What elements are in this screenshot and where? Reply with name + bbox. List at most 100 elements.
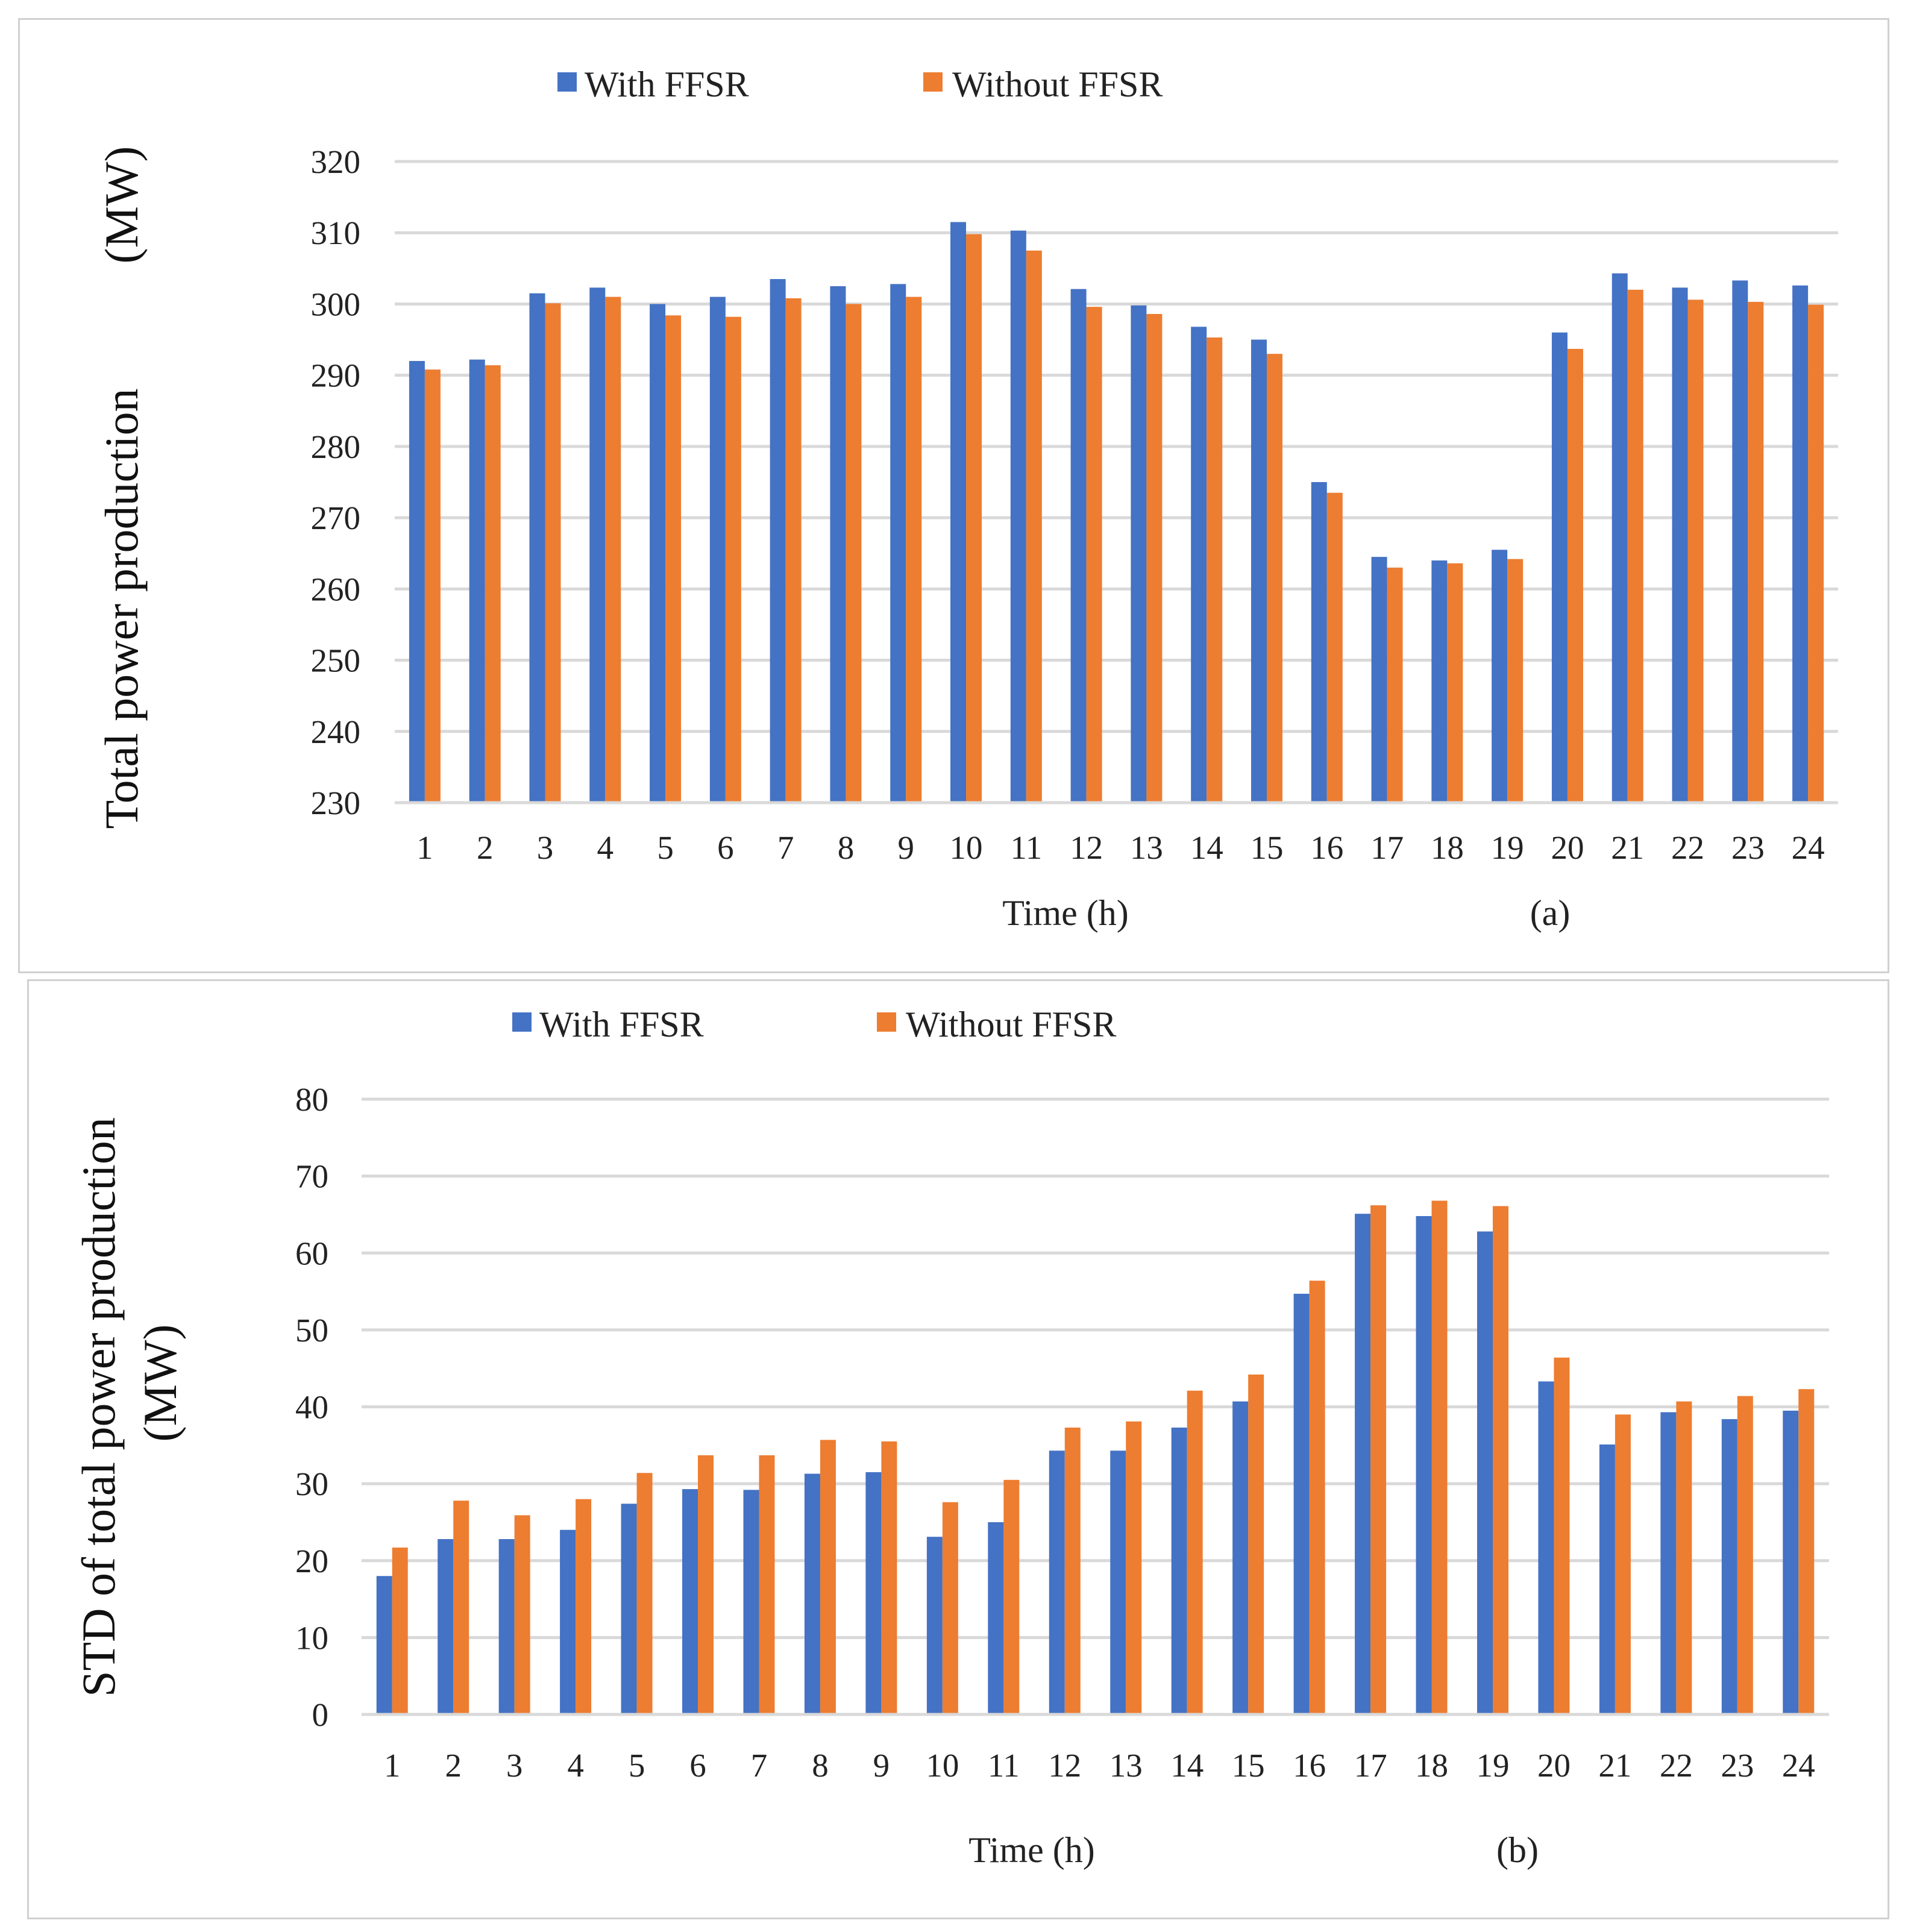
bar-without-ffsr xyxy=(1627,289,1643,803)
bar-with-ffsr xyxy=(1721,1419,1737,1714)
x-tick-label: 15 xyxy=(1232,1747,1265,1784)
y-tick-label: 310 xyxy=(311,215,361,251)
x-tick-label: 11 xyxy=(988,1747,1020,1784)
bar-with-ffsr xyxy=(1477,1231,1493,1714)
bar-with-ffsr xyxy=(376,1576,392,1714)
y-tick-label: 20 xyxy=(295,1543,328,1579)
y-axis-units: (MW) xyxy=(95,146,148,264)
y-tick-label: 50 xyxy=(295,1312,328,1349)
bar-with-ffsr xyxy=(498,1539,515,1714)
bar-without-ffsr xyxy=(1737,1396,1753,1714)
bar-without-ffsr xyxy=(514,1515,530,1714)
y-axis-title: STD of total power production xyxy=(72,1117,125,1697)
bar-without-ffsr xyxy=(1207,337,1223,803)
bar-without-ffsr xyxy=(906,296,922,803)
panel-b xyxy=(27,979,1889,1919)
bar-without-ffsr xyxy=(759,1455,775,1714)
bar-with-ffsr xyxy=(1551,332,1568,803)
x-tick-label: 12 xyxy=(1048,1747,1081,1784)
bar-without-ffsr xyxy=(1003,1479,1020,1714)
bar-without-ffsr xyxy=(1126,1421,1142,1714)
bar-with-ffsr xyxy=(1049,1451,1065,1714)
y-tick-label: 320 xyxy=(311,143,361,180)
bar-without-ffsr xyxy=(942,1502,958,1714)
bar-without-ffsr xyxy=(1447,563,1463,803)
bar-with-ffsr xyxy=(589,287,606,803)
bar-without-ffsr xyxy=(576,1499,592,1714)
x-tick-label: 22 xyxy=(1671,829,1704,866)
y-tick-label: 290 xyxy=(311,357,361,394)
bar-without-ffsr xyxy=(1687,300,1704,803)
panel-label: (b) xyxy=(1496,1830,1539,1870)
bar-with-ffsr xyxy=(1492,550,1508,803)
bar-with-ffsr xyxy=(560,1529,576,1714)
bar-without-ffsr xyxy=(485,365,501,803)
bar-without-ffsr xyxy=(785,298,802,803)
x-tick-label: 17 xyxy=(1354,1747,1387,1784)
x-tick-label: 2 xyxy=(445,1747,462,1784)
bar-with-ffsr xyxy=(1416,1215,1432,1714)
bar-without-ffsr xyxy=(1507,559,1524,803)
y-tick-label: 230 xyxy=(311,785,361,821)
x-tick-label: 1 xyxy=(384,1747,401,1784)
x-tick-label: 9 xyxy=(897,829,914,866)
bar-with-ffsr xyxy=(529,293,545,803)
bar-without-ffsr xyxy=(881,1441,897,1714)
legend-label: Without FFSR xyxy=(952,64,1163,104)
legend-label: With FFSR xyxy=(585,64,749,104)
bar-without-ffsr xyxy=(725,316,741,803)
y-axis-title: Total power production xyxy=(95,388,148,829)
x-tick-label: 13 xyxy=(1130,829,1163,866)
bar-with-ffsr xyxy=(438,1539,454,1714)
bar-without-ffsr xyxy=(392,1548,408,1714)
bar-with-ffsr xyxy=(1171,1427,1187,1714)
bar-without-ffsr xyxy=(1554,1357,1570,1714)
legend-swatch xyxy=(877,1012,896,1032)
bar-with-ffsr xyxy=(1792,285,1809,803)
bar-with-ffsr xyxy=(1355,1214,1371,1714)
x-tick-label: 13 xyxy=(1109,1747,1143,1784)
bar-without-ffsr xyxy=(665,315,682,803)
panel-label: (a) xyxy=(1530,893,1571,933)
x-tick-label: 22 xyxy=(1660,1747,1693,1784)
bar-with-ffsr xyxy=(1599,1444,1615,1714)
bar-without-ffsr xyxy=(1187,1390,1203,1714)
bar-without-ffsr xyxy=(698,1455,714,1714)
bar-without-ffsr xyxy=(1567,348,1583,803)
x-tick-label: 18 xyxy=(1415,1747,1448,1784)
x-tick-label: 21 xyxy=(1598,1747,1631,1784)
x-tick-label: 21 xyxy=(1611,829,1644,866)
bar-with-ffsr xyxy=(1293,1293,1310,1714)
bar-without-ffsr xyxy=(1370,1205,1387,1714)
x-tick-label: 20 xyxy=(1551,829,1584,866)
bar-with-ffsr xyxy=(988,1522,1004,1714)
x-tick-label: 3 xyxy=(537,829,554,866)
bar-with-ffsr xyxy=(1010,230,1026,803)
y-tick-label: 40 xyxy=(295,1389,328,1426)
bar-with-ffsr xyxy=(1070,289,1087,803)
bar-with-ffsr xyxy=(804,1473,820,1714)
x-tick-label: 19 xyxy=(1491,829,1524,866)
x-tick-label: 10 xyxy=(926,1747,959,1784)
x-tick-label: 16 xyxy=(1293,1747,1326,1784)
y-tick-label: 60 xyxy=(295,1235,328,1272)
bar-with-ffsr xyxy=(926,1537,943,1714)
bar-with-ffsr xyxy=(1371,557,1387,803)
bar-without-ffsr xyxy=(1026,250,1042,803)
legend-swatch xyxy=(923,72,943,92)
bar-with-ffsr xyxy=(709,296,726,803)
bar-with-ffsr xyxy=(1131,305,1147,803)
y-tick-label: 250 xyxy=(311,642,361,679)
x-tick-label: 9 xyxy=(873,1747,890,1784)
bar-without-ffsr xyxy=(1676,1401,1692,1714)
x-tick-label: 5 xyxy=(657,829,674,866)
bar-without-ffsr xyxy=(424,369,441,803)
x-tick-label: 7 xyxy=(777,829,794,866)
x-tick-label: 6 xyxy=(689,1747,706,1784)
legend-label: With FFSR xyxy=(539,1005,704,1044)
bar-with-ffsr xyxy=(1672,287,1688,803)
x-tick-label: 7 xyxy=(751,1747,768,1784)
bar-without-ffsr xyxy=(1326,492,1343,803)
x-axis-title: Time (h) xyxy=(1002,893,1128,933)
